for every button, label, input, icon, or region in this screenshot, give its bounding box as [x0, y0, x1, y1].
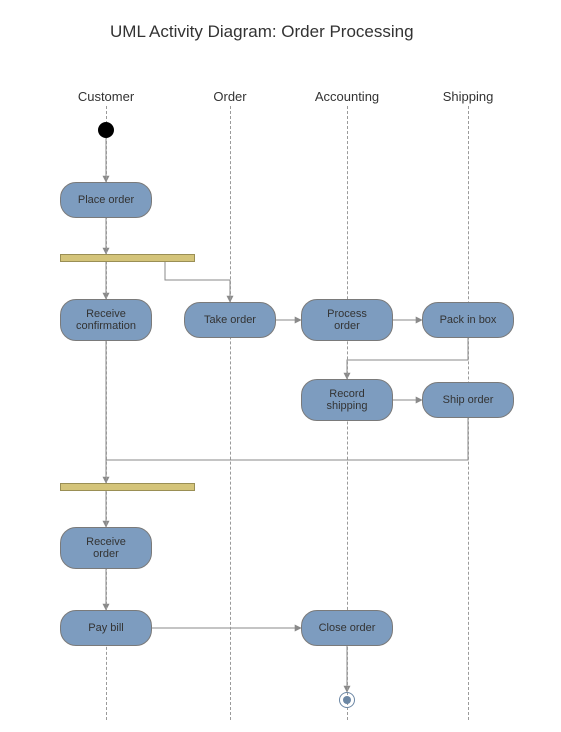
activity-place_order: Place order [60, 182, 152, 218]
activity-recv_order: Receive order [60, 527, 152, 569]
activity-ship_order: Ship order [422, 382, 514, 418]
activity-take_order: Take order [184, 302, 276, 338]
activity-close_order: Close order [301, 610, 393, 646]
diagram-title: UML Activity Diagram: Order Processing [110, 22, 414, 42]
lane-label: Customer [78, 89, 134, 104]
activity-process_order: Process order [301, 299, 393, 341]
lane-divider [230, 106, 231, 720]
activity-record_ship: Record shipping [301, 379, 393, 421]
join-bar [60, 483, 195, 491]
edge [165, 262, 230, 302]
edge [106, 418, 468, 483]
fork-bar [60, 254, 195, 262]
start-node [98, 122, 114, 138]
lane-label: Order [213, 89, 246, 104]
edge [347, 338, 468, 379]
diagram-canvas: UML Activity Diagram: Order Processing C… [0, 0, 561, 732]
activity-pack_box: Pack in box [422, 302, 514, 338]
activity-recv_conf: Receive confirmation [60, 299, 152, 341]
activity-pay_bill: Pay bill [60, 610, 152, 646]
end-node-inner [343, 696, 351, 704]
lane-label: Shipping [443, 89, 494, 104]
lane-label: Accounting [315, 89, 379, 104]
